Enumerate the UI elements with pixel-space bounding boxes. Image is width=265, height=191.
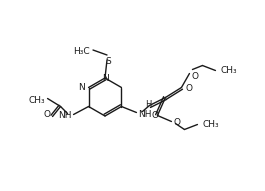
Text: O: O xyxy=(174,118,180,127)
Text: O: O xyxy=(152,111,159,120)
Text: NH: NH xyxy=(58,111,72,120)
Text: O: O xyxy=(43,109,51,118)
Text: N: N xyxy=(78,83,85,92)
Text: S: S xyxy=(105,57,111,66)
Text: CH₃: CH₃ xyxy=(220,66,237,75)
Text: N: N xyxy=(101,74,108,83)
Text: O: O xyxy=(186,84,192,93)
Text: H: H xyxy=(145,100,152,108)
Text: O: O xyxy=(191,71,198,80)
Text: CH₃: CH₃ xyxy=(202,120,219,129)
Text: NH: NH xyxy=(138,110,152,119)
Text: H₃C: H₃C xyxy=(73,47,90,56)
Text: CH₃: CH₃ xyxy=(29,96,46,104)
